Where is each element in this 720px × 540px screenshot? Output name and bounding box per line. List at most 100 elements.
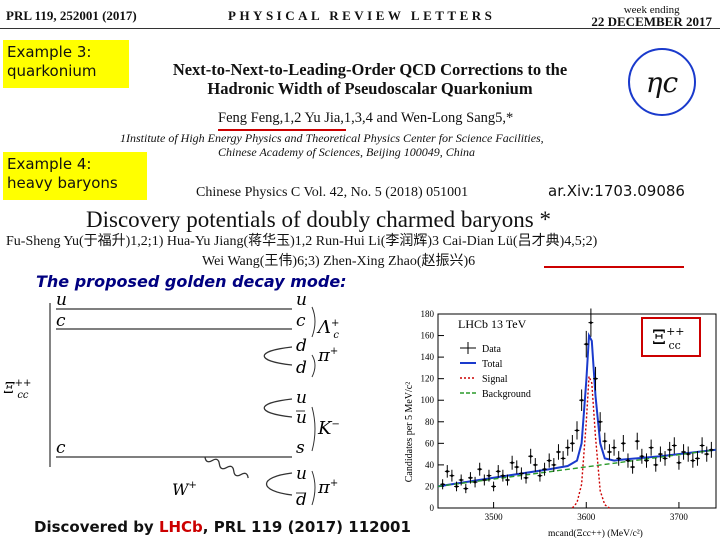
- quark-ubar: u: [296, 408, 307, 428]
- data-point: [519, 467, 524, 480]
- data-marker: [441, 482, 444, 486]
- plot-frame: [437, 313, 717, 509]
- data-marker: [445, 470, 449, 473]
- example3-line1: Example 3:: [7, 43, 92, 61]
- data-marker: [580, 398, 583, 402]
- data-point: [440, 479, 446, 490]
- data-marker: [515, 465, 519, 469]
- data-marker: [700, 444, 704, 447]
- journal-name: PHYSICAL REVIEW LETTERS: [228, 8, 496, 23]
- data-marker: [561, 457, 565, 460]
- data-marker: [529, 454, 532, 458]
- y-tick-label: 160: [421, 331, 435, 341]
- data-marker: [571, 442, 574, 445]
- product-pi-1: π+: [317, 345, 338, 366]
- data-point: [593, 366, 598, 391]
- data-point: [505, 474, 510, 486]
- quark-d1: d: [296, 336, 307, 356]
- y-tick-label: 40: [425, 460, 435, 470]
- data-point: [607, 444, 612, 460]
- data-marker: [478, 467, 481, 471]
- author2-underline: [544, 266, 684, 268]
- plot-legend: LHCb 13 TeV Data Total Signal Background: [458, 317, 531, 400]
- paper1-affiliation: 1Institute of High Energy Physics and Th…: [120, 131, 544, 159]
- data-point: [653, 458, 659, 472]
- data-marker: [487, 474, 491, 477]
- data-marker: [520, 472, 523, 475]
- data-marker: [598, 420, 602, 424]
- legend-signal: Signal: [482, 374, 508, 385]
- x-tick-label: 3600: [577, 512, 596, 522]
- x-axis-label: mcand(Ξcc++) (MeV/c²): [548, 528, 643, 539]
- data-marker: [594, 377, 597, 380]
- data-point: [574, 421, 580, 440]
- lhcb-mass-plot: 0 20 40 60 80 100 120 140 160 180 3500 3600 3700 LHC…: [404, 308, 717, 539]
- data-point: [537, 469, 543, 482]
- data-point: [620, 434, 626, 452]
- quark-c-in: c: [56, 311, 66, 331]
- data-point: [625, 453, 631, 468]
- data-point: [463, 484, 469, 494]
- author-underline: [218, 129, 346, 131]
- data-marker: [668, 448, 671, 452]
- data-point: [579, 389, 585, 411]
- data-marker: [496, 470, 500, 473]
- data-point: [699, 437, 705, 454]
- data-point: [634, 432, 640, 450]
- y-tick-label: 140: [421, 352, 435, 362]
- y-tick-label: 180: [421, 309, 435, 319]
- data-point: [588, 308, 594, 337]
- data-marker: [686, 452, 690, 456]
- discovered-by-text: Discovered by: [34, 518, 159, 536]
- data-point: [481, 474, 487, 486]
- paper2-journal: Chinese Physics C Vol. 42, No. 5 (2018) …: [196, 185, 469, 200]
- data-point: [477, 462, 483, 476]
- data-point: [602, 432, 608, 450]
- data-point: [704, 446, 710, 462]
- data-point: [667, 441, 673, 458]
- data-point: [523, 472, 529, 484]
- paper2-authors-line2: Wei Wang(王伟)6;3) Zhen-Xing Zhao(赵振兴)6: [202, 254, 476, 269]
- data-marker: [617, 457, 620, 460]
- data-marker: [635, 439, 639, 443]
- particle-label: Ξ++ cc: [652, 325, 685, 352]
- data-marker: [552, 463, 556, 467]
- data-marker: [510, 461, 514, 465]
- w-boson-line: [204, 456, 249, 479]
- data-marker: [538, 474, 542, 477]
- data-point: [491, 481, 496, 492]
- example4-label: Example 4: heavy baryons: [3, 152, 147, 200]
- quark-dbar: d: [296, 490, 307, 510]
- data-marker: [603, 439, 607, 443]
- legend-total: Total: [482, 359, 503, 370]
- data-point: [671, 437, 677, 454]
- discovery-ref: , PRL 119 (2017) 112001: [202, 518, 411, 536]
- paper1-title-line2: Hadronic Width of Pseudoscalar Quarkoniu…: [207, 79, 533, 98]
- data-marker: [673, 444, 676, 447]
- data-marker: [584, 342, 588, 346]
- data-marker: [501, 474, 505, 477]
- data-marker: [450, 474, 454, 477]
- data-point: [551, 458, 557, 472]
- golden-decay-heading: The proposed golden decay mode:: [36, 272, 347, 291]
- data-marker: [626, 459, 630, 462]
- data-point: [486, 469, 492, 482]
- data-marker: [524, 476, 528, 480]
- data-marker: [622, 442, 625, 445]
- data-point: [597, 412, 603, 432]
- data-point: [560, 451, 566, 466]
- data-marker: [640, 454, 644, 458]
- quark-u-out: u: [296, 295, 307, 310]
- week-ending-label: week ending: [623, 4, 680, 16]
- y-tick-label: 100: [421, 395, 435, 405]
- product-pi-2: π+: [317, 477, 338, 498]
- data-point: [468, 472, 473, 484]
- data-marker: [534, 463, 537, 467]
- data-point: [500, 469, 506, 482]
- data-marker: [631, 465, 634, 469]
- data-point: [681, 444, 686, 460]
- week-ending: week ending 22 DECEMBER 2017: [591, 4, 712, 29]
- paper1-affil-line1: 1Institute of High Energy Physics and Th…: [120, 131, 544, 145]
- paper1-authors: Feng Feng,1,2 Yu Jia,1,3,4 and Wen-Long …: [218, 110, 514, 126]
- data-point: [569, 434, 575, 452]
